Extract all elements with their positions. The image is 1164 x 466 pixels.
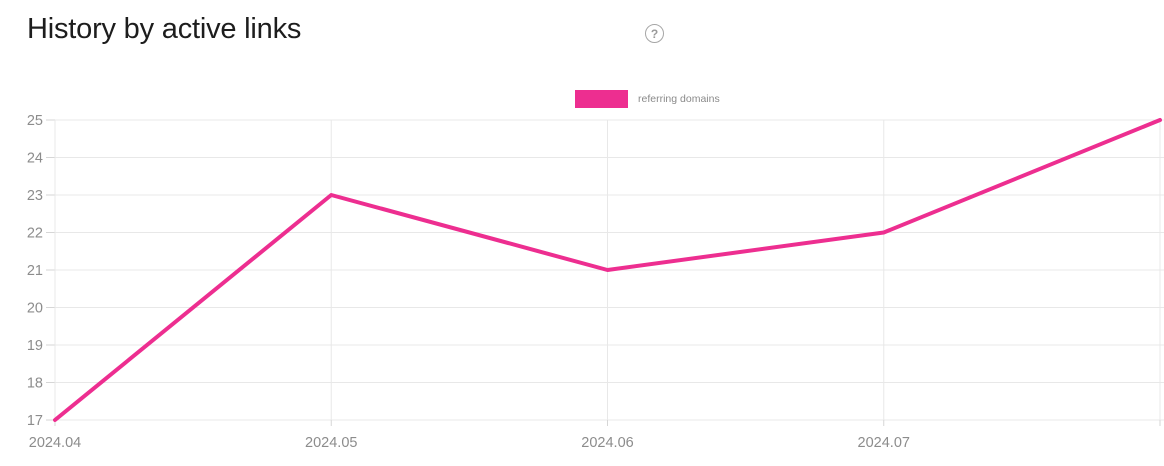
y-axis-label: 23 [27, 188, 43, 204]
help-icon-glyph: ? [650, 26, 659, 41]
y-axis-label: 18 [27, 376, 43, 392]
help-icon[interactable]: ? [645, 24, 664, 43]
legend-label: referring domains [638, 93, 720, 105]
x-axis-label: 2024.07 [858, 435, 910, 451]
legend-referring-domains[interactable]: referring domains [575, 90, 720, 108]
y-axis-label: 19 [27, 338, 43, 354]
x-axis-label: 2024.06 [581, 435, 633, 451]
y-axis-label: 20 [27, 301, 43, 317]
y-axis-label: 22 [27, 226, 43, 242]
series-line-referring-domains [53, 118, 1162, 422]
y-axis-label: 25 [27, 113, 43, 129]
legend-swatch [575, 90, 628, 108]
x-axis-label: 2024.04 [29, 435, 81, 451]
y-axis-label: 21 [27, 263, 43, 279]
page-title: History by active links [27, 13, 302, 45]
x-axis-label: 2024.05 [305, 435, 357, 451]
y-axis-label: 17 [27, 413, 43, 429]
y-axis-label: 24 [27, 151, 43, 167]
